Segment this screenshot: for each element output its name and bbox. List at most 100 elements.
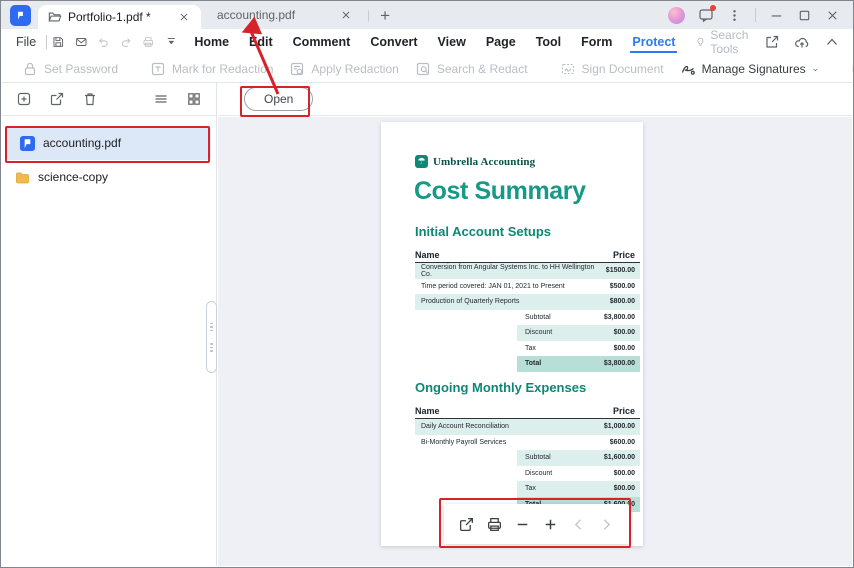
print-icon[interactable] [486,516,503,533]
share-icon[interactable] [764,34,780,50]
tax-row: Tax $00.00 [517,341,640,357]
titlebar-controls [668,5,853,24]
zoom-in-icon[interactable] [542,516,559,533]
menu-edit[interactable]: Edit [249,35,273,49]
manage-signatures-label: Manage Signatures [701,61,806,76]
window-maximize-button[interactable] [797,8,812,23]
tab-accounting[interactable]: accounting.pdf [201,3,363,27]
delete-file-icon[interactable] [82,91,98,107]
file-item-science-copy[interactable]: science-copy [2,160,216,194]
menu-page[interactable]: Page [485,35,516,49]
more-menu-icon[interactable] [727,8,742,23]
name-header: Name [415,406,440,416]
table-heading: Ongoing Monthly Expenses [415,380,587,395]
mark-for-redaction-button[interactable]: Mark for Redaction [150,61,273,77]
summary-label: Subtotal [525,313,551,321]
export-icon[interactable] [458,516,475,533]
set-password-label: Set Password [44,61,119,76]
zoom-out-icon[interactable] [514,516,531,533]
next-page-icon[interactable] [598,516,615,533]
search-tools[interactable]: Search Tools [695,28,763,56]
previous-page-icon[interactable] [570,516,587,533]
row-name: Daily Account Reconciliation [421,423,509,431]
row-price: $500.00 [609,282,635,290]
search-tools-label: Search Tools [710,28,749,56]
mark-redaction-icon [151,62,165,75]
redo-icon[interactable] [120,34,133,50]
summary-label: Discount [525,329,553,337]
save-icon[interactable] [52,34,65,50]
feedback-icon[interactable] [698,5,716,23]
row-price: $800.00 [609,298,635,306]
summary-price: $00.00 [613,469,635,477]
discount-row: Discount $00.00 [517,466,640,482]
file-item-accounting[interactable]: accounting.pdf [7,126,211,160]
print-icon[interactable] [142,34,155,50]
menu-form[interactable]: Form [581,35,613,49]
email-icon[interactable] [75,34,88,50]
window-close-button[interactable] [825,8,840,23]
set-password-button[interactable]: Set Password [22,61,118,77]
menu-comment[interactable]: Comment [292,35,351,49]
row-price: $600.00 [609,438,635,446]
file-sidebar: accounting.pdf science-copy [2,83,217,566]
apply-redaction-label: Apply Redaction [311,61,399,76]
menu-tool[interactable]: Tool [535,35,562,49]
tab-close-icon[interactable] [177,10,191,24]
main-area: Open ☂ Umbrella Accounting Cost Summary … [218,83,852,566]
menu-view[interactable]: View [437,35,466,49]
tax-row: Tax $00.00 [517,481,640,497]
new-tab-button[interactable]: + [380,5,391,25]
menu-file[interactable]: File [16,35,37,49]
file-name: science-copy [38,170,109,184]
cloud-upload-icon[interactable] [794,34,810,50]
open-folder-icon [48,12,62,22]
sidebar-toolbar [2,83,216,116]
sign-document-label: Sign Document [581,61,664,76]
row-name: Production of Quarterly Reports [421,298,520,306]
table-header-row: Name Price [415,404,640,419]
manage-signatures-button[interactable]: Manage Signatures ⌄ [680,61,820,77]
mark-for-redaction-label: Mark for Redaction [172,61,274,76]
grid-view-icon[interactable] [186,91,202,107]
search-redact-label: Search & Redact [436,61,528,76]
menu-convert[interactable]: Convert [370,35,418,49]
tab-portfolio[interactable]: Portfolio-1.pdf * [38,5,201,29]
monthly-expenses-table: Ongoing Monthly Expenses Name Price Dail… [415,380,640,512]
search-redact-button[interactable]: Search & Redact [415,61,528,77]
sign-document-icon [561,63,574,74]
sign-document-button[interactable]: Sign Document [560,61,664,77]
menubar: File Home Edit Comment Convert View Page… [2,28,852,56]
apply-redaction-icon [291,62,304,75]
list-view-icon[interactable] [153,91,169,107]
collapse-toolbar-icon[interactable] [824,34,840,50]
folder-icon [16,171,29,183]
document-canvas: ☂ Umbrella Accounting Cost Summary Initi… [218,117,852,566]
open-button[interactable]: Open [244,87,314,111]
user-avatar[interactable] [668,6,685,24]
summary-price: $00.00 [613,344,635,352]
subtotal-row: Subtotal $3,800.00 [517,310,640,326]
extract-file-icon[interactable] [49,91,65,107]
apply-redaction-button[interactable]: Apply Redaction [289,61,399,77]
manage-signatures-caret-icon: ⌄ [811,63,820,73]
brand-name: Umbrella Accounting [433,155,536,168]
summary-price: $00.00 [613,485,635,493]
app-logo-icon[interactable] [10,4,31,26]
menu-protect[interactable]: Protect [630,31,678,53]
umbrella-logo-icon: ☂ [415,155,428,168]
row-name: Bi-Monthly Payroll Services [421,438,507,446]
tab-separator: | [367,8,371,22]
undo-icon[interactable] [97,34,110,50]
summary-label: Total [525,360,542,368]
menu-home[interactable]: Home [194,35,230,49]
tab-accounting-label: accounting.pdf [217,8,296,22]
protect-ribbon: Set Password Mark for Redaction Apply Re… [2,55,852,83]
sidebar-splitter-handle[interactable] [206,301,217,373]
quick-access-caret-icon[interactable] [165,34,178,50]
window-minimize-button[interactable] [769,8,784,23]
notification-dot [710,5,716,11]
add-file-icon[interactable] [16,91,32,107]
pdf-page: ☂ Umbrella Accounting Cost Summary Initi… [381,122,643,546]
tab-close-icon[interactable] [339,8,353,22]
